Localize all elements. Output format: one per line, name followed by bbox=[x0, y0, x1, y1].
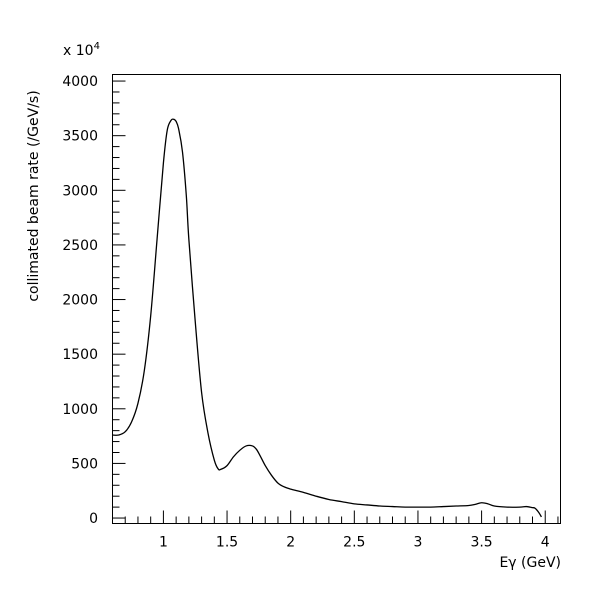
x-tick-label: 1 bbox=[159, 535, 168, 551]
y-tick-label: 1500 bbox=[62, 347, 98, 363]
y-tick-label: 3500 bbox=[62, 129, 98, 145]
y-tick-label: 1000 bbox=[62, 402, 98, 418]
y-tick-label: 2500 bbox=[62, 238, 98, 254]
x-axis: 1 1.5 2 2.5 3 3.5 4 bbox=[112, 510, 559, 551]
plot-frame bbox=[112, 74, 561, 524]
y-axis-label: collimated beam rate (/GeV/s) bbox=[26, 90, 42, 301]
x-tick-label: 4 bbox=[541, 535, 550, 551]
x-tick-label: 1.5 bbox=[216, 535, 238, 551]
x-tick-label: 2.5 bbox=[343, 535, 365, 551]
y-multiplier: x 104 bbox=[63, 41, 100, 59]
x-axis-label: Eγ (GeV) bbox=[499, 555, 561, 571]
y-tick-label: 4000 bbox=[62, 74, 98, 90]
y-tick-label: 3000 bbox=[62, 183, 98, 199]
y-multiplier-exponent: 4 bbox=[94, 41, 100, 52]
y-tick-label: 500 bbox=[71, 456, 98, 472]
y-tick-label: 2000 bbox=[62, 293, 98, 309]
x-tick-label: 3 bbox=[413, 535, 422, 551]
data-series-line bbox=[112, 118, 542, 518]
y-tick-label: 0 bbox=[89, 511, 98, 527]
y-axis: 0 500 1000 1500 2000 2500 3000 3500 4000 bbox=[62, 74, 126, 527]
x-tick-label: 2 bbox=[286, 535, 295, 551]
x-tick-label: 3.5 bbox=[470, 535, 492, 551]
